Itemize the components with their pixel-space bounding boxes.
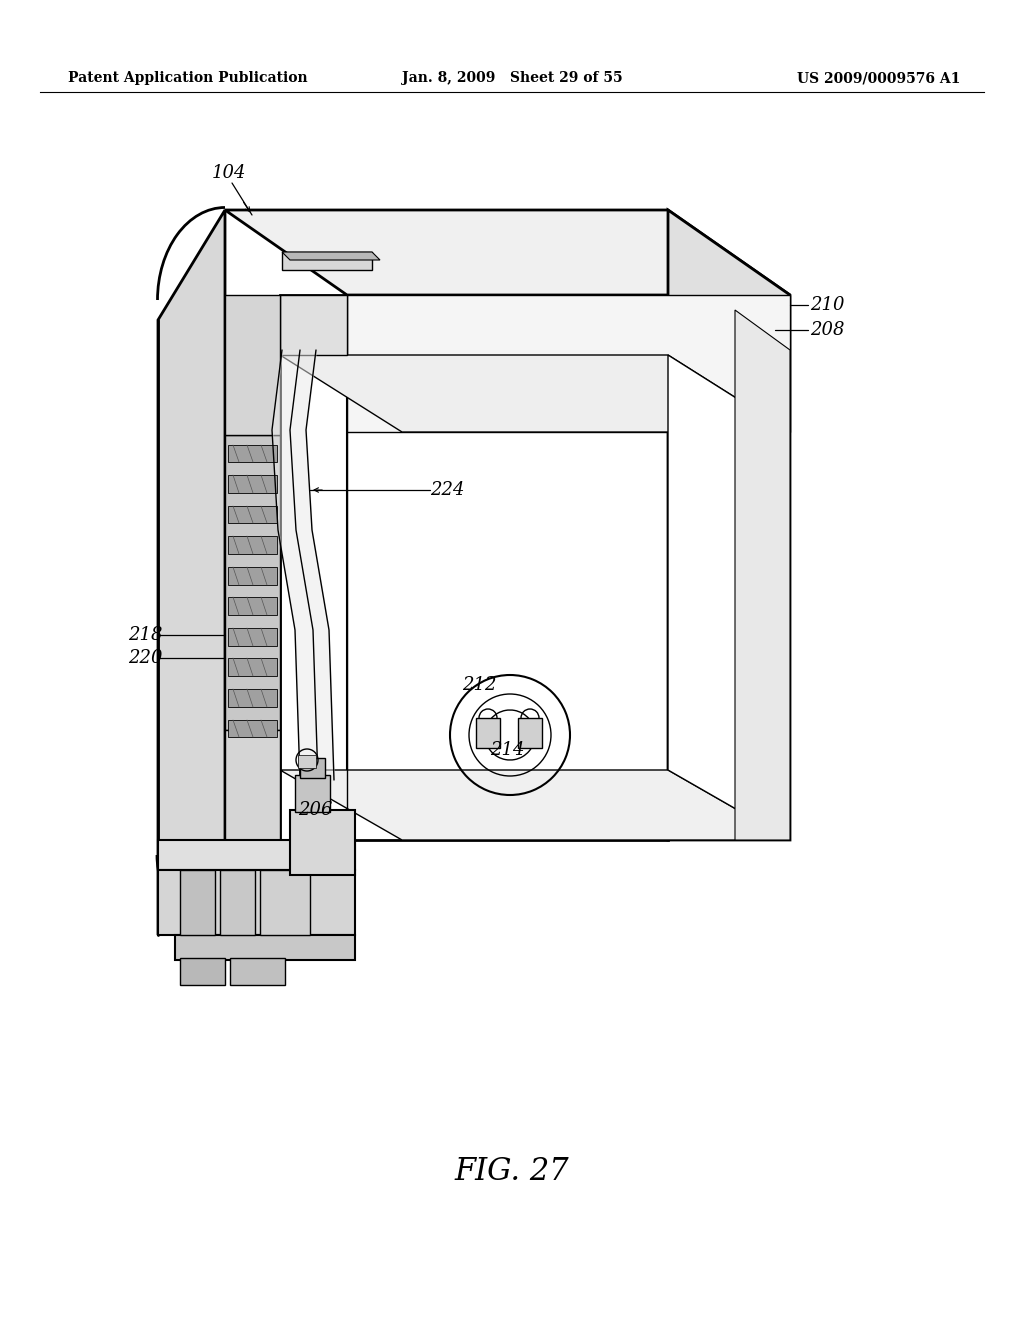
Polygon shape [282,252,380,260]
Polygon shape [158,870,355,935]
Text: US 2009/0009576 A1: US 2009/0009576 A1 [797,71,961,84]
Polygon shape [175,935,355,960]
Polygon shape [280,355,790,432]
Text: 206: 206 [298,801,333,818]
Polygon shape [228,597,278,615]
Polygon shape [280,770,790,840]
Polygon shape [228,445,278,462]
Text: 104: 104 [212,164,247,182]
Polygon shape [282,252,372,271]
Polygon shape [225,210,790,294]
Polygon shape [298,755,316,768]
Polygon shape [228,506,278,523]
Polygon shape [518,718,542,748]
Polygon shape [295,775,330,812]
Polygon shape [668,355,790,840]
Polygon shape [735,310,790,840]
Polygon shape [228,536,278,554]
Text: 218: 218 [128,626,163,644]
Text: 220: 220 [128,649,163,667]
Text: 212: 212 [462,676,497,694]
Text: FIG. 27: FIG. 27 [455,1156,569,1188]
Text: Jan. 8, 2009   Sheet 29 of 55: Jan. 8, 2009 Sheet 29 of 55 [401,71,623,84]
Polygon shape [228,628,278,645]
Polygon shape [280,294,668,840]
Polygon shape [290,810,355,875]
Text: Patent Application Publication: Patent Application Publication [68,71,307,84]
Polygon shape [476,718,500,748]
Polygon shape [280,294,347,355]
Polygon shape [228,657,278,676]
Polygon shape [180,958,225,985]
Text: 214: 214 [490,741,524,759]
Polygon shape [228,568,278,585]
Polygon shape [158,840,355,870]
Polygon shape [225,730,280,840]
Polygon shape [180,870,215,935]
Polygon shape [300,758,325,777]
Polygon shape [230,958,285,985]
Polygon shape [225,436,280,730]
Polygon shape [668,210,790,840]
Polygon shape [228,689,278,708]
Text: 224: 224 [430,480,465,499]
Polygon shape [260,870,310,935]
Polygon shape [220,870,255,935]
Text: 210: 210 [810,296,845,314]
Polygon shape [228,719,278,737]
Text: 208: 208 [810,321,845,339]
Polygon shape [158,210,225,935]
Polygon shape [225,294,280,436]
Polygon shape [228,475,278,492]
Polygon shape [347,294,790,432]
